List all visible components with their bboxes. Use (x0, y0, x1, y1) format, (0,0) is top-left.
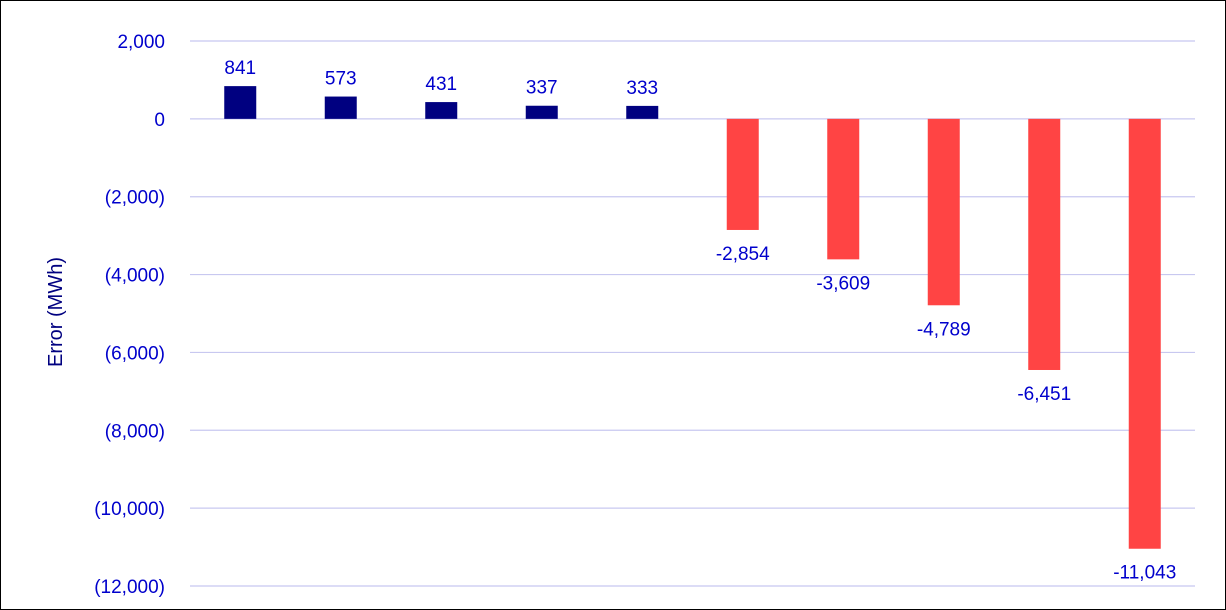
y-tick-label: 2,000 (117, 32, 165, 53)
bar (1128, 118, 1161, 549)
data-label: -6,451 (1017, 384, 1071, 405)
y-tick-label: (4,000) (105, 266, 165, 287)
bar (626, 105, 659, 119)
data-label: 333 (626, 78, 658, 99)
bar (425, 102, 458, 119)
y-tick-label: (6,000) (105, 343, 165, 364)
data-label: 337 (526, 78, 558, 99)
y-tick-label: (10,000) (94, 499, 165, 520)
bar (324, 96, 357, 119)
bar (726, 118, 759, 230)
bar (224, 86, 257, 119)
data-label: 573 (325, 69, 357, 90)
y-tick-label: (12,000) (94, 577, 165, 598)
data-label: -4,789 (917, 319, 971, 340)
y-tick-label: 0 (154, 110, 165, 131)
y-axis-title: Error (MWh) (45, 257, 67, 367)
data-labels: 841 573 431 337 333 -2,854 -3,609 -4,789 -6,451 -… (224, 58, 1176, 584)
gridlines (190, 40, 1195, 587)
bar (525, 105, 558, 119)
data-label: -11,043 (1113, 563, 1176, 584)
data-label: 431 (425, 74, 457, 95)
data-label: -3,609 (816, 273, 870, 294)
y-tick-label: (8,000) (105, 421, 165, 442)
bars (224, 86, 1161, 549)
data-label: 841 (224, 58, 256, 79)
bar (1028, 118, 1061, 370)
bar (827, 118, 860, 260)
data-label: -2,854 (716, 244, 770, 265)
y-axis-ticks: 2,000 0 (2,000) (4,000) (6,000) (8,000) (10,00… (94, 32, 165, 598)
y-tick-label: (2,000) (105, 188, 165, 209)
bar (927, 118, 960, 306)
